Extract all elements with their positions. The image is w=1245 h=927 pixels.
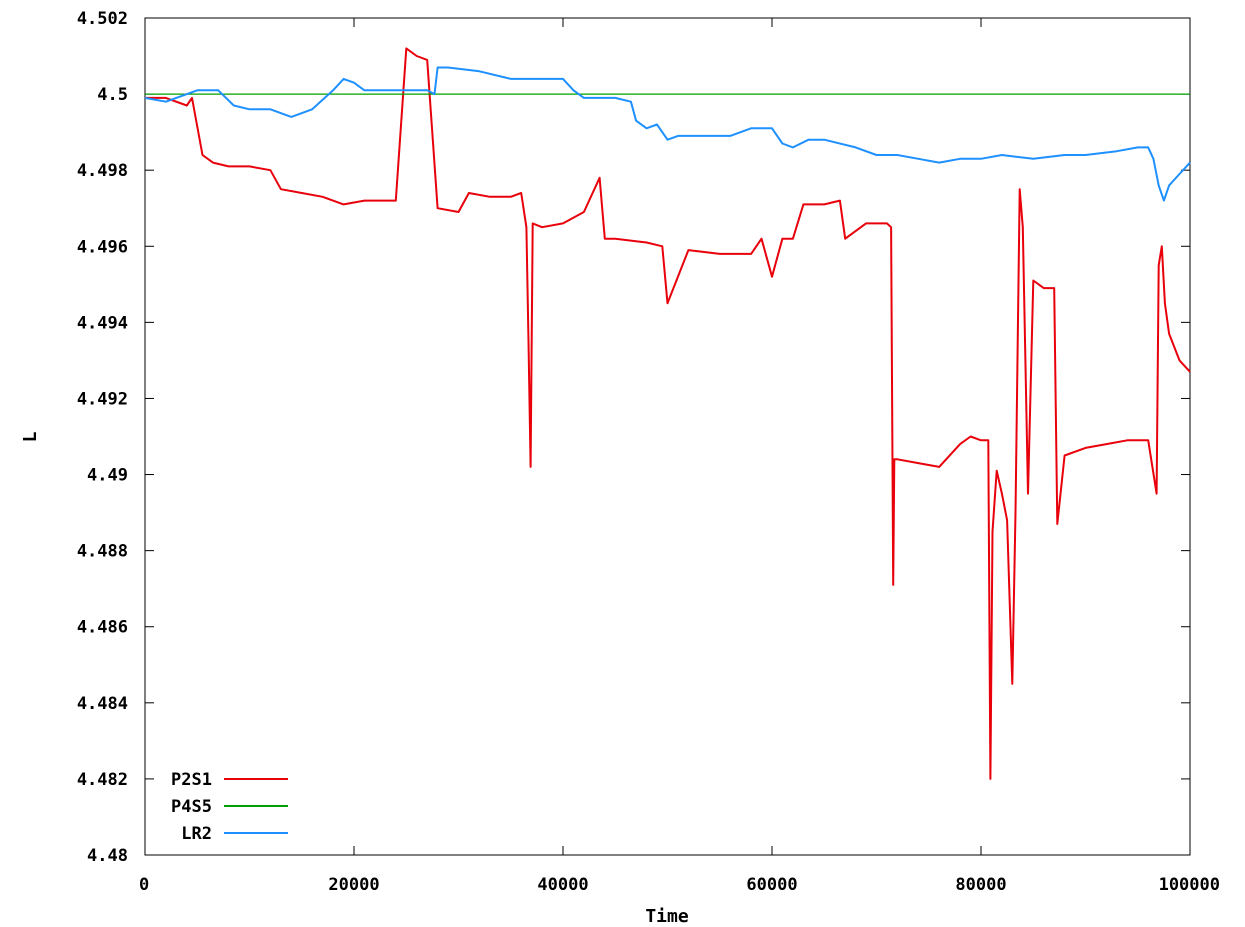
y-axis-label: L	[20, 431, 41, 442]
legend: P2S1 P4S5 LR2	[171, 770, 288, 844]
series-line-lr2	[144, 66, 1191, 202]
y-tick-label: 4.496	[77, 237, 128, 257]
x-tick-label: 100000	[1159, 875, 1220, 895]
y-tick-label: 4.492	[77, 389, 128, 409]
x-tick-label: 40000	[537, 875, 588, 895]
x-tick-label: 80000	[955, 875, 1006, 895]
y-tick-labels: 4.48 4.482 4.484 4.486 4.488 4.49 4.492 4.494 4.…	[77, 9, 128, 866]
y-tick-label: 4.5	[97, 85, 128, 105]
series-lines	[144, 47, 1191, 780]
y-tick-label: 4.502	[77, 9, 128, 29]
x-tick-labels: 0 20000 40000 60000 80000 100000	[139, 875, 1220, 895]
series-line-p2s1	[145, 47, 1191, 780]
x-tick-label: 0	[139, 875, 149, 895]
legend-label-lr2: LR2	[181, 824, 212, 844]
x-axis-label: Time	[645, 906, 689, 927]
y-tick-label: 4.484	[77, 694, 128, 714]
y-tick-label: 4.49	[87, 466, 128, 486]
axis-ticks	[144, 17, 1191, 856]
x-tick-label: 60000	[746, 875, 797, 895]
x-tick-label: 20000	[328, 875, 379, 895]
y-tick-label: 4.48	[87, 846, 128, 866]
y-tick-label: 4.486	[77, 618, 128, 638]
plot-area-frame	[144, 17, 1191, 856]
y-tick-label: 4.488	[77, 542, 128, 562]
y-tick-label: 4.494	[77, 313, 128, 333]
y-tick-label: 4.498	[77, 161, 128, 181]
y-tick-label: 4.482	[77, 770, 128, 790]
legend-label-p4s5: P4S5	[171, 797, 212, 817]
legend-label-p2s1: P2S1	[171, 770, 212, 790]
